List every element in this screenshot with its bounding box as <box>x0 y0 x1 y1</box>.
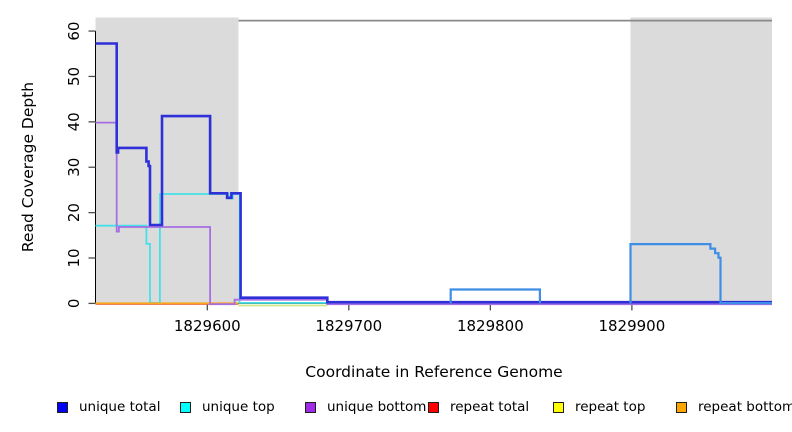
y-tick-label: 30 <box>65 158 83 177</box>
legend-swatch-repeat-bottom <box>676 402 687 413</box>
coverage-plot: 0 10 20 30 40 50 60 1829600 1829700 1829800 182990… <box>19 17 772 381</box>
legend-label: unique bottom <box>327 399 427 415</box>
y-tick-label: 20 <box>65 203 83 222</box>
x-axis-title: Coordinate in Reference Genome <box>305 363 562 381</box>
legend-swatch-unique-top <box>180 402 191 413</box>
legend-swatch-unique-bottom <box>305 402 316 413</box>
legend-label: repeat top <box>575 399 646 415</box>
legend-label: unique total <box>79 399 161 415</box>
y-tick-label: 50 <box>65 67 83 86</box>
legend-label: unique top <box>202 399 275 415</box>
y-tick-label: 10 <box>65 248 83 267</box>
y-tick-label: 60 <box>65 22 83 41</box>
shaded-region <box>630 17 772 304</box>
legend-swatch-repeat-total <box>428 402 439 413</box>
series-line-unique-total-top-overlap <box>629 243 772 305</box>
legend-item-repeat-top: repeat top <box>553 399 646 415</box>
y-axis-title: Read Coverage Depth <box>19 82 37 252</box>
legend-label: repeat total <box>450 399 530 415</box>
legend-item-unique-total: unique total <box>57 399 161 415</box>
x-tick-label: 1829800 <box>457 317 524 335</box>
series-line-unique-total <box>95 42 772 304</box>
legend-label: repeat bottom <box>698 399 792 415</box>
series-line-unique-total-top-overlap <box>449 288 542 304</box>
shaded-repeat-regions <box>95 17 772 304</box>
legend-item-repeat-total: repeat total <box>428 399 530 415</box>
legend-swatch-unique-total <box>57 402 68 413</box>
x-tick-label: 1829900 <box>598 317 665 335</box>
y-tick-label: 40 <box>65 112 83 131</box>
legend-swatch-repeat-top <box>553 402 564 413</box>
legend-item-unique-bottom: unique bottom <box>305 399 427 415</box>
legend-item-repeat-bottom: repeat bottom <box>676 399 792 415</box>
x-tick-label: 1829600 <box>174 317 241 335</box>
x-tick-label: 1829700 <box>315 317 382 335</box>
series-lines <box>95 42 772 307</box>
y-tick-label: 0 <box>65 299 83 309</box>
shaded-region <box>95 17 239 304</box>
legend-item-unique-top: unique top <box>180 399 275 415</box>
